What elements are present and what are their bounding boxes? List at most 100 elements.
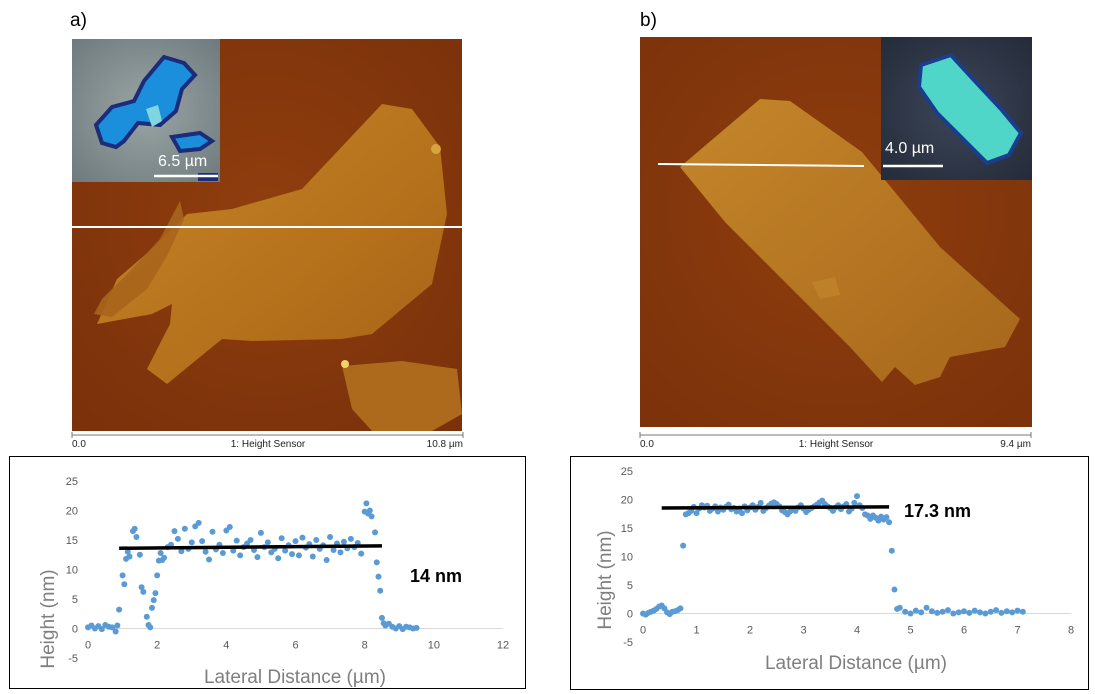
data-point [143,613,150,620]
data-point [237,552,244,559]
ytick-label: 0 [72,624,78,636]
scan-axis-center-a: 1: Height Sensor [231,439,306,450]
data-point [171,528,178,535]
data-point [693,510,700,517]
data-point [950,610,957,617]
data-point [278,535,285,542]
ytick-label: 10 [66,565,78,577]
data-point [993,607,1000,614]
data-point [902,608,909,615]
data-point [98,626,105,633]
ytick-label: 20 [66,506,78,518]
scan-axis-center-b: 1: Height Sensor [799,439,874,450]
ytick-label: 15 [621,523,633,535]
data-point [330,547,337,554]
data-point [923,604,930,611]
data-point [323,557,330,564]
flake-a-small-left [94,201,184,317]
data-point [313,537,320,543]
data-point [282,547,289,554]
ytick-label: -5 [68,653,78,665]
data-point [961,608,967,615]
data-point [677,605,684,612]
scan-axis-end-a: 10.8 µm [427,439,463,450]
xtick-label: 0 [85,640,91,652]
xtick-label: 3 [800,625,806,637]
data-point [147,624,154,631]
scan-axis-a: 0.0 1: Height Sensor 10.8 µm [70,432,466,454]
data-point [918,609,925,616]
data-point [413,624,420,631]
data-point [114,622,121,629]
data-point [209,528,216,535]
optical-inset-a: 6.5 µm [72,39,220,182]
xtick-label: 1 [693,625,699,637]
data-point [131,525,138,532]
xtick-label: 8 [362,640,368,652]
data-point [375,573,382,580]
height-profile-plot-a: Height (nm) Lateral Distance (µm) 14 nm … [38,476,509,688]
data-point [136,551,143,558]
ylabel-a: Height (nm) [38,569,59,668]
data-point [188,539,195,546]
data-point [883,514,890,521]
xtick-label: 6 [292,640,298,652]
data-point [977,609,984,616]
data-point [295,552,302,559]
data-point [148,604,155,611]
data-point [368,513,375,520]
scan-axis-start-a: 0.0 [72,439,86,450]
profile-line-b [657,163,865,167]
data-point [292,538,299,545]
ytick-label: 25 [66,476,78,488]
data-point [851,499,858,506]
data-point [264,539,271,546]
fit-line [119,544,382,551]
data-point [116,606,123,613]
data-point [254,554,261,561]
ylabel-b: Height (nm) [595,530,616,629]
data-point [939,608,946,615]
data-point [154,572,161,579]
panel-b-label: b) [640,10,657,31]
xtick-label: 2 [154,640,160,652]
annotation-b: 17.3 nm [904,501,971,521]
data-point [966,609,973,616]
height-profile-chart-b: Height (nm) Lateral Distance (µm) 17.3 n… [570,456,1089,690]
fit-line [661,505,890,510]
data-point [896,604,903,611]
data-point [226,524,233,531]
ytick-label: 20 [621,495,633,507]
xtick-label: 12 [497,640,509,652]
data-point [1009,609,1016,616]
data-point [157,549,164,556]
xtick-label: 4 [223,640,229,652]
xtick-label: 0 [640,625,646,637]
flake-a-bottom [342,361,462,431]
optical-flake-b [916,52,1024,166]
data-point [174,535,181,542]
data-point [275,555,282,562]
annotation-a: 14 nm [410,566,462,586]
data-point [140,588,147,595]
data-point [971,607,978,614]
data-point [1014,607,1021,614]
data-point [150,597,157,604]
xtick-label: 10 [428,640,440,652]
data-point [206,556,213,563]
ytick-label: -5 [623,637,633,649]
data-point [680,542,687,549]
optical-inset-b: 4.0 µm [881,37,1032,180]
data-point [358,550,365,557]
data-point [934,609,941,616]
data-point [133,534,140,541]
data-point [202,548,209,555]
data-point [121,581,128,588]
height-profile-plot-b: Height (nm) Lateral Distance (µm) 17.3 n… [595,466,1074,674]
data-point [373,559,380,566]
optical-flake-a [93,54,198,150]
data-point [854,493,860,500]
data-point [944,607,951,614]
data-point [987,608,994,615]
data-point [124,548,131,555]
